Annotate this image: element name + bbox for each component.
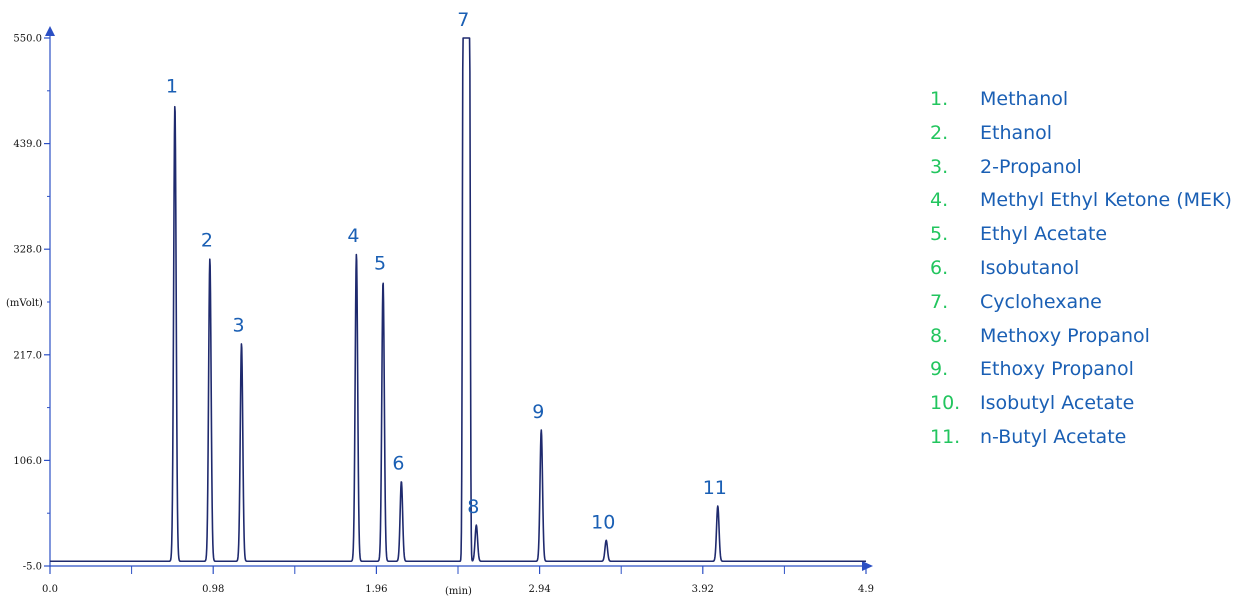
legend-item-number: 3. [930, 155, 949, 178]
peak-label-3: 3 [232, 314, 244, 336]
y-axis-arrow-icon [45, 26, 55, 36]
y-tick-label: 106.0 [13, 456, 42, 467]
legend-item-name: Isobutanol [980, 256, 1080, 279]
legend-item-name: Methoxy Propanol [980, 324, 1150, 347]
legend-item-number: 2. [930, 121, 949, 144]
peak-label-2: 2 [201, 230, 213, 252]
legend-item-number: 8. [930, 324, 949, 347]
x-tick-label: 4.9 [858, 584, 874, 595]
chromatogram-trace [49, 37, 867, 563]
y-tick-label: 328.0 [13, 245, 42, 256]
x-tick-label: 2.94 [528, 584, 550, 595]
peak-label-4: 4 [347, 225, 359, 247]
axes [45, 26, 873, 571]
x-tick-label: 0.0 [42, 584, 58, 595]
y-tick-label: 217.0 [13, 350, 42, 361]
peak-label-1: 1 [166, 76, 178, 98]
legend-item-number: 5. [930, 223, 949, 246]
peak-label-10: 10 [591, 511, 615, 533]
legend-item-number: 11. [930, 425, 961, 448]
legend-item-name: Ethyl Acetate [980, 223, 1108, 246]
peak-labels: 1 2 3 45 6 7 8 9 10 11 [166, 9, 727, 541]
legend-item-number: 1. [930, 88, 949, 110]
legend-item-name: Methyl Ethyl Ketone (MEK) [980, 189, 1232, 212]
legend-item-name: Methanol [980, 88, 1069, 110]
x-axis-title: (min) [445, 586, 472, 597]
ticks: -5.0 106.0 217.0 328.0 439.0 550.0 0.0 0.98 1.96… [13, 34, 874, 596]
legend-item-name: n-Butyl Acetate [980, 425, 1127, 448]
legend-item-number: 4. [930, 189, 949, 212]
x-axis-arrow-icon [862, 561, 873, 571]
legend-item-name: Ethoxy Propanol [980, 358, 1134, 381]
legend-item-name: Ethanol [980, 121, 1053, 144]
x-tick-label: 0.98 [202, 584, 224, 595]
peak-label-11: 11 [703, 477, 727, 499]
legend-item-number: 10. [930, 392, 961, 415]
peak-label-8: 8 [467, 496, 479, 518]
legend-item-name: 2-Propanol [980, 155, 1082, 178]
y-tick-label: -5.0 [23, 562, 42, 573]
legend-item-number: 9. [930, 358, 949, 381]
chromatogram-trace-group [49, 37, 867, 563]
peak-label-7: 7 [457, 9, 469, 31]
chromatogram-chart: -5.0 106.0 217.0 328.0 439.0 550.0 0.0 0.98 1.96… [6, 9, 874, 597]
x-tick-label: 3.92 [692, 584, 714, 595]
y-axis-title: (mVolt) [6, 298, 43, 309]
legend-item-number: 6. [930, 256, 949, 279]
y-tick-label: 439.0 [13, 139, 42, 150]
x-tick-label: 1.96 [365, 584, 387, 595]
peak-label-5: 5 [374, 253, 386, 275]
legend-item-name: Cyclohexane [980, 290, 1102, 313]
peak-label-6: 6 [392, 452, 404, 474]
legend-item-name: Isobutyl Acetate [980, 392, 1135, 415]
peak-label-9: 9 [532, 401, 544, 423]
y-tick-label: 550.0 [13, 34, 42, 45]
legend-item-number: 7. [930, 290, 949, 313]
